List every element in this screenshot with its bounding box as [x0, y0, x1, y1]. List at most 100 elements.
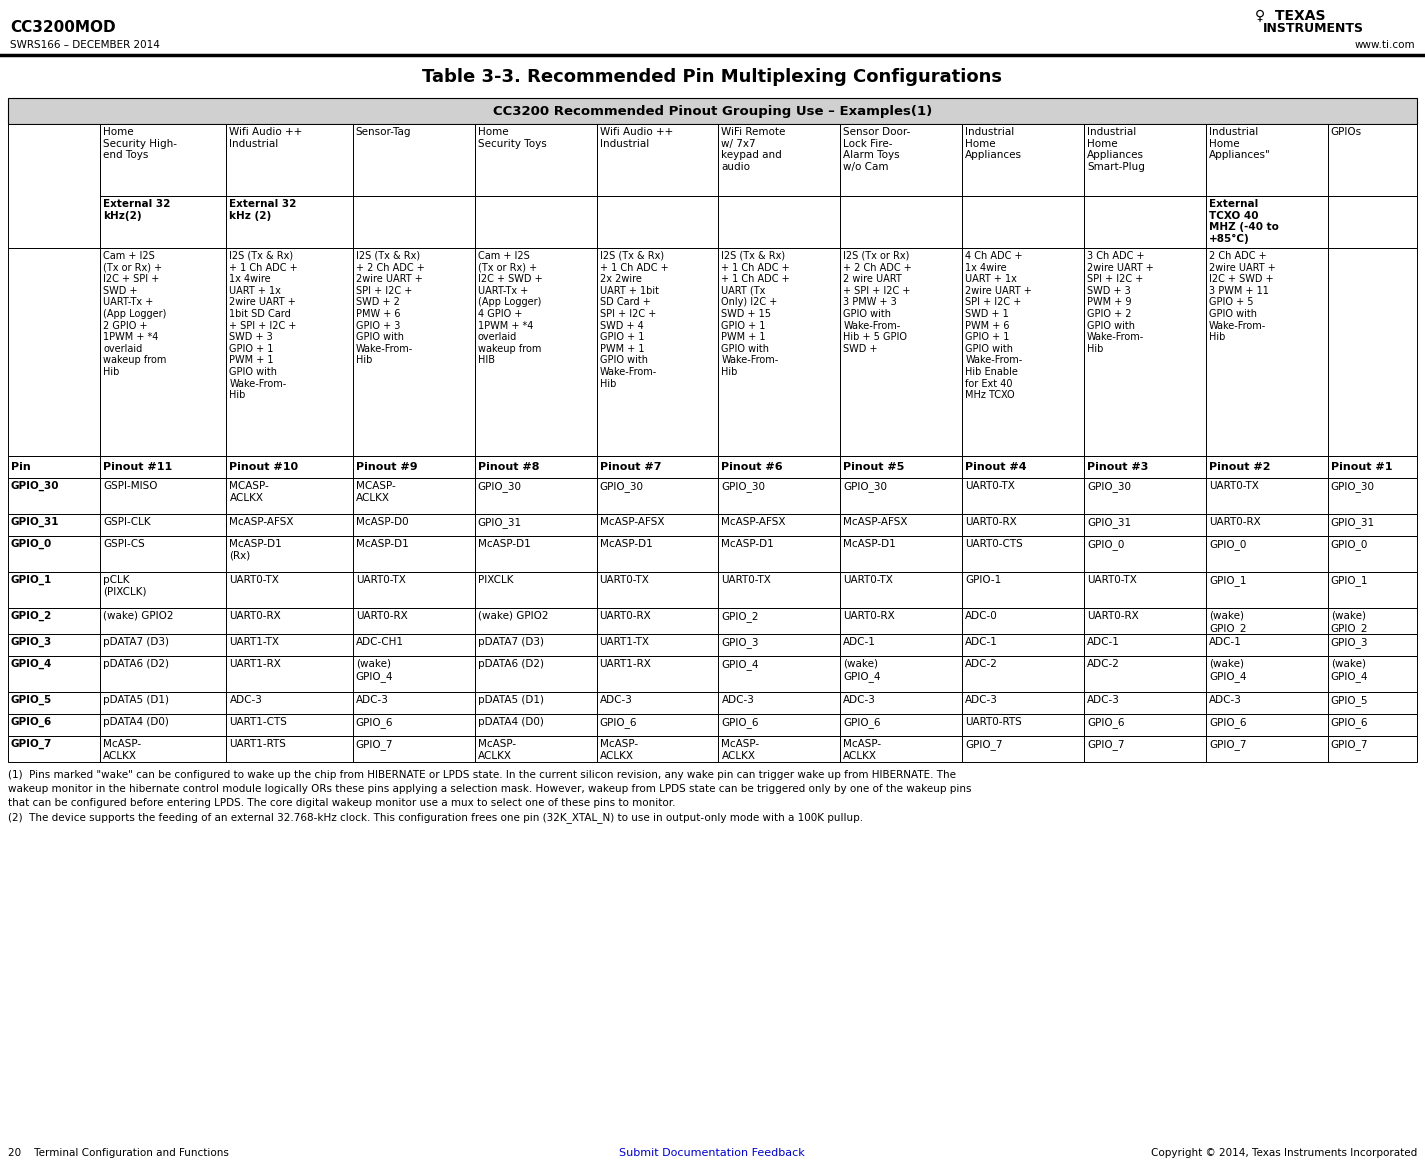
Text: pDATA6 (D2): pDATA6 (D2) — [477, 659, 544, 669]
Text: McASP-AFSX: McASP-AFSX — [721, 517, 787, 527]
Text: GPIO_31: GPIO_31 — [477, 517, 522, 527]
Bar — [475, 692, 597, 714]
Bar — [9, 124, 100, 249]
Bar — [1084, 536, 1206, 572]
Bar — [353, 714, 475, 736]
Text: 3 Ch ADC +
2wire UART +
SPI + I2C +
SWD + 3
PWM + 9
GPIO + 2
GPIO with
Wake-From: 3 Ch ADC + 2wire UART + SPI + I2C + SWD … — [1087, 251, 1154, 354]
Text: Pin: Pin — [11, 462, 31, 471]
Bar — [1328, 572, 1416, 608]
Text: GPIO_30: GPIO_30 — [11, 481, 60, 491]
Text: ADC-1: ADC-1 — [1087, 637, 1120, 647]
Text: UART1-TX: UART1-TX — [229, 637, 279, 647]
Text: 4 Ch ADC +
1x 4wire
UART + 1x
2wire UART +
SPI + I2C +
SWD + 1
PWM + 6
GPIO + 1
: 4 Ch ADC + 1x 4wire UART + 1x 2wire UART… — [965, 251, 1032, 400]
Bar — [227, 736, 353, 762]
Bar — [1328, 536, 1416, 572]
Text: CC3200MOD: CC3200MOD — [10, 20, 115, 35]
Bar — [353, 692, 475, 714]
Text: ADC-3: ADC-3 — [1208, 696, 1241, 705]
Bar — [9, 249, 100, 456]
Text: McASP-
ACLKX: McASP- ACLKX — [721, 739, 760, 761]
Text: McASP-
ACLKX: McASP- ACLKX — [844, 739, 882, 761]
Text: GPIO_30: GPIO_30 — [1331, 481, 1375, 492]
Text: pDATA4 (D0): pDATA4 (D0) — [103, 717, 170, 727]
Text: pDATA5 (D1): pDATA5 (D1) — [477, 696, 544, 705]
Bar — [9, 98, 1416, 124]
Bar — [100, 692, 227, 714]
Bar — [9, 656, 100, 692]
Text: External
TCXO 40
MHZ (-40 to
+85°C): External TCXO 40 MHZ (-40 to +85°C) — [1208, 200, 1278, 244]
Text: www.ti.com: www.ti.com — [1354, 40, 1415, 50]
Text: GPIO_3: GPIO_3 — [721, 637, 760, 648]
Text: (wake) GPIO2: (wake) GPIO2 — [103, 612, 174, 621]
Bar — [9, 572, 100, 608]
Bar — [1084, 196, 1206, 249]
Text: ADC-3: ADC-3 — [600, 696, 633, 705]
Text: UART0-RTS: UART0-RTS — [965, 717, 1022, 727]
Text: Home
Security Toys: Home Security Toys — [477, 127, 546, 148]
Bar — [353, 736, 475, 762]
Text: GPIO_1: GPIO_1 — [1331, 575, 1368, 586]
Text: McASP-AFSX: McASP-AFSX — [600, 517, 664, 527]
Bar — [353, 196, 475, 249]
Text: Cam + I2S
(Tx or Rx) +
I2C + SPI +
SWD +
UART-Tx +
(App Logger)
2 GPIO +
1PWM + : Cam + I2S (Tx or Rx) + I2C + SPI + SWD +… — [103, 251, 167, 377]
Bar — [841, 456, 962, 478]
Text: ADC-3: ADC-3 — [844, 696, 876, 705]
Bar — [100, 736, 227, 762]
Bar — [9, 714, 100, 736]
Bar — [1328, 456, 1416, 478]
Bar — [100, 124, 227, 196]
Text: GPIO_1: GPIO_1 — [11, 575, 53, 586]
Bar — [1206, 249, 1328, 456]
Text: Pinout #1: Pinout #1 — [1331, 462, 1392, 471]
Bar — [962, 124, 1084, 196]
Bar — [718, 536, 841, 572]
Bar — [9, 634, 100, 656]
Text: UART1-TX: UART1-TX — [600, 637, 650, 647]
Bar — [718, 692, 841, 714]
Bar — [1084, 478, 1206, 513]
Bar — [227, 692, 353, 714]
Text: MCASP-
ACLKX: MCASP- ACLKX — [229, 481, 269, 503]
Text: GPIO_5: GPIO_5 — [11, 696, 53, 705]
Bar — [100, 478, 227, 513]
Text: ADC-2: ADC-2 — [965, 659, 997, 669]
Text: I2S (Tx & Rx)
+ 1 Ch ADC +
2x 2wire
UART + 1bit
SD Card +
SPI + I2C +
SWD + 4
GP: I2S (Tx & Rx) + 1 Ch ADC + 2x 2wire UART… — [600, 251, 668, 389]
Text: (wake)
GPIO_4: (wake) GPIO_4 — [1208, 659, 1247, 682]
Bar — [227, 608, 353, 634]
Bar — [718, 634, 841, 656]
Text: ADC-3: ADC-3 — [965, 696, 997, 705]
Bar — [1206, 456, 1328, 478]
Bar — [1328, 656, 1416, 692]
Text: ADC-2: ADC-2 — [1087, 659, 1120, 669]
Bar — [1206, 608, 1328, 634]
Text: I2S (Tx & Rx)
+ 1 Ch ADC +
1x 4wire
UART + 1x
2wire UART +
1bit SD Card
+ SPI + : I2S (Tx & Rx) + 1 Ch ADC + 1x 4wire UART… — [229, 251, 298, 400]
Bar — [1206, 572, 1328, 608]
Bar — [1206, 513, 1328, 536]
Text: GPIO_31: GPIO_31 — [1087, 517, 1131, 527]
Bar — [9, 536, 100, 572]
Bar — [1206, 692, 1328, 714]
Bar — [962, 714, 1084, 736]
Bar — [475, 456, 597, 478]
Bar — [353, 456, 475, 478]
Text: that can be configured before entering LPDS. The core digital wakeup monitor use: that can be configured before entering L… — [9, 798, 675, 808]
Bar — [475, 478, 597, 513]
Bar — [841, 513, 962, 536]
Text: McASP-D1
(Rx): McASP-D1 (Rx) — [229, 539, 282, 560]
Text: UART0-TX: UART0-TX — [844, 575, 893, 585]
Bar — [227, 572, 353, 608]
Bar — [962, 456, 1084, 478]
Bar — [475, 124, 597, 196]
Text: GPIO-1: GPIO-1 — [965, 575, 1002, 585]
Bar — [353, 124, 475, 196]
Bar — [1084, 692, 1206, 714]
Bar — [597, 692, 718, 714]
Bar — [597, 249, 718, 456]
Text: GPIO_6: GPIO_6 — [1331, 717, 1368, 728]
Bar — [100, 634, 227, 656]
Bar — [718, 736, 841, 762]
Text: MCASP-
ACLKX: MCASP- ACLKX — [356, 481, 396, 503]
Text: (wake) GPIO2: (wake) GPIO2 — [477, 612, 549, 621]
Bar — [100, 196, 227, 249]
Bar — [100, 513, 227, 536]
